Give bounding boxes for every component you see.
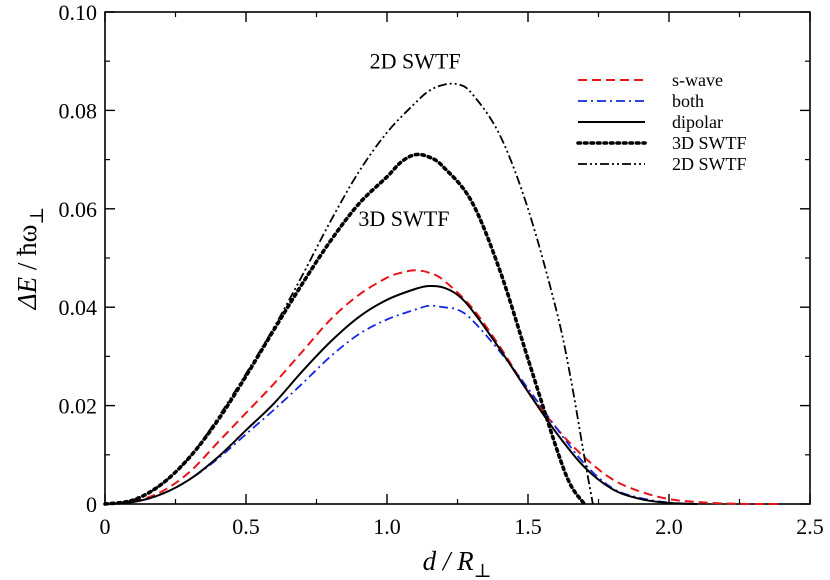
- x-tick-label: 1.5: [514, 514, 542, 539]
- y-tick-label: 0.06: [59, 197, 98, 222]
- x-tick-label: 0.5: [232, 514, 260, 539]
- axis-ticks: [104, 11, 811, 505]
- legend-label: s-wave: [672, 70, 723, 90]
- y-tick-label: 0.04: [59, 295, 98, 320]
- axis-tick-labels: 0 0.5 1.0 1.5 2.0 2.5 0 0.02 0.04 0.06 0.08 0.10: [59, 0, 824, 539]
- series-lines: [103, 82, 782, 506]
- x-tick-label: 2.5: [796, 514, 824, 539]
- legend-label: 3D SWTF: [672, 133, 747, 153]
- series-line-dipolar: [104, 284, 698, 505]
- x-tick-label: 1.0: [373, 514, 401, 539]
- y-tick-label: 0.10: [59, 0, 98, 25]
- annotation-label: 3D SWTF: [358, 206, 449, 231]
- annotation-label: 2D SWTF: [370, 49, 461, 74]
- legend-label: dipolar: [672, 112, 723, 132]
- x-axis-label-sub: ⊥: [474, 561, 492, 580]
- x-tick-label: 0: [100, 514, 111, 539]
- y-tick-label: 0.08: [59, 98, 98, 123]
- chart-annotations: 2D SWTF 3D SWTF: [358, 49, 460, 231]
- y-tick-label: 0.02: [59, 394, 98, 419]
- x-axis-label: d / R⊥: [423, 546, 492, 580]
- series-line-2d-swtf: [104, 82, 594, 505]
- legend-label: both: [672, 91, 704, 111]
- legend-label: 2D SWTF: [672, 154, 747, 174]
- series-line-s-wave: [104, 269, 782, 506]
- x-axis-label-mid: / R: [436, 546, 474, 576]
- y-axis-label-sub: ⊥: [27, 207, 48, 225]
- y-axis-label: ΔE / ħω⊥: [12, 207, 48, 311]
- x-axis-label-main: d: [423, 546, 437, 576]
- series-line-both: [104, 304, 698, 505]
- y-axis-label-mid: / ħω: [12, 225, 42, 277]
- x-tick-label: 2.0: [655, 514, 683, 539]
- y-tick-label: 0: [86, 492, 97, 517]
- y-axis-label-main: ΔE: [12, 276, 42, 310]
